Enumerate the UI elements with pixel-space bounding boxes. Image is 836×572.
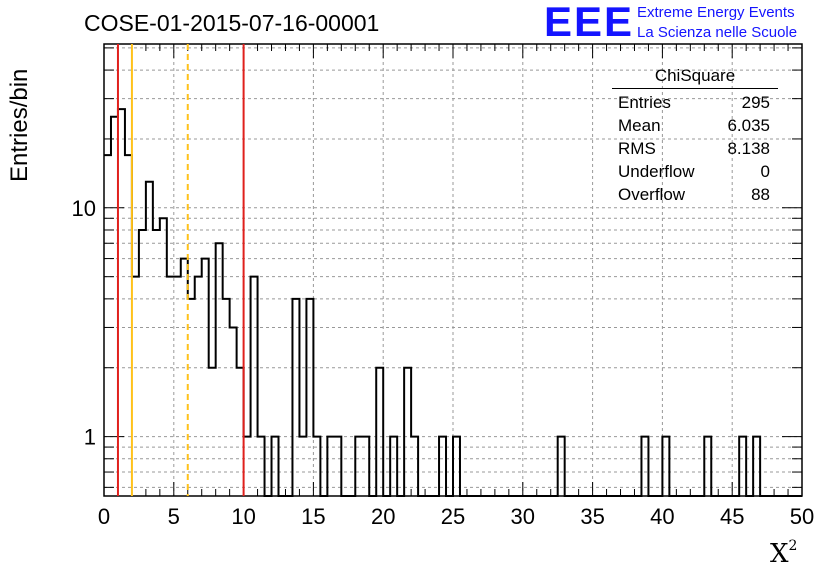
x-tick-label: 15 <box>301 504 325 529</box>
histogram-bin <box>181 259 188 496</box>
histogram-bin <box>390 437 397 496</box>
histogram-bin <box>167 277 174 496</box>
stats-value: 295 <box>741 93 770 112</box>
stats-label: Mean <box>618 116 661 135</box>
histogram-bin <box>104 155 111 496</box>
x-tick-label: 20 <box>371 504 395 529</box>
stats-value: 8.138 <box>727 139 770 158</box>
histogram-bin <box>306 299 313 496</box>
histogram-bin <box>146 182 153 496</box>
histogram-bin <box>174 277 181 496</box>
histogram-bin <box>195 277 202 496</box>
x-tick-label: 35 <box>580 504 604 529</box>
histogram-bin <box>153 230 160 496</box>
x-tick-label: 5 <box>168 504 180 529</box>
stats-box-title: ChiSquare <box>612 66 778 89</box>
histogram-bin <box>251 277 258 496</box>
histogram-bin <box>662 437 669 496</box>
histogram-bin <box>327 437 334 496</box>
histogram-bin <box>376 368 383 496</box>
y-tick-label: 10 <box>72 196 96 221</box>
stats-row-overflow: Overflow 88 <box>612 183 778 206</box>
stats-row-entries: Entries 295 <box>612 91 778 114</box>
stats-row-underflow: Underflow 0 <box>612 160 778 183</box>
y-tick-label: 1 <box>84 425 96 450</box>
stats-row-mean: Mean 6.035 <box>612 114 778 137</box>
histogram-bin <box>258 437 265 496</box>
logo-subtitle-line2: La Scienza nelle Scuole <box>637 24 798 41</box>
histogram-bin <box>230 327 237 496</box>
x-axis-label-superscript: 2 <box>788 538 798 554</box>
histogram-bin <box>753 437 760 496</box>
stats-box: ChiSquare Entries 295 Mean 6.035 RMS 8.1… <box>612 66 778 206</box>
x-axis-label-base: X <box>770 539 789 569</box>
histogram-bin <box>244 437 251 496</box>
histogram-bin <box>453 437 460 496</box>
x-tick-label: 30 <box>511 504 535 529</box>
histogram-bin <box>223 299 230 496</box>
stats-label: Overflow <box>618 185 686 204</box>
run-title: COSE-01-2015-07-16-00001 <box>84 10 380 36</box>
histogram-outline <box>104 108 802 497</box>
histogram-bin <box>118 109 125 496</box>
x-tick-label: 45 <box>720 504 744 529</box>
histogram-bin <box>132 277 139 496</box>
x-axis-label: X2 <box>770 538 797 569</box>
stats-label: Underflow <box>618 162 695 181</box>
histogram-bin <box>404 368 411 496</box>
histogram-bin <box>299 437 306 496</box>
histogram-bin <box>272 437 279 496</box>
histogram-bin <box>160 218 167 496</box>
histogram-bin <box>237 368 244 496</box>
x-tick-label: 10 <box>231 504 255 529</box>
stats-label: Entries <box>618 93 671 112</box>
stats-label: RMS <box>618 139 656 158</box>
histogram-bin <box>313 437 320 496</box>
x-tick-label: 50 <box>790 504 814 529</box>
histogram-bin <box>188 299 195 496</box>
stats-value: 0 <box>760 162 770 181</box>
histogram-bin <box>139 230 146 496</box>
histogram-bin <box>125 155 132 496</box>
histogram-bin <box>292 299 299 496</box>
histogram-bin <box>704 437 711 496</box>
histogram-bin <box>111 117 118 496</box>
logo-subtitle-line1: Extreme Energy Events <box>637 4 795 21</box>
histogram-bin <box>216 243 223 496</box>
stats-row-rms: RMS 8.138 <box>612 137 778 160</box>
histogram-bin <box>209 368 216 496</box>
histogram-bin <box>202 259 209 496</box>
eee-logo: EEE <box>544 0 635 45</box>
x-tick-label: 25 <box>441 504 465 529</box>
histogram-bin <box>334 437 341 496</box>
histogram-bin <box>411 437 418 496</box>
x-tick-label: 0 <box>98 504 110 529</box>
histogram-bin <box>355 437 362 496</box>
histogram-bin <box>739 437 746 496</box>
histogram-bin <box>558 437 565 496</box>
histogram-bin <box>641 437 648 496</box>
x-tick-label: 40 <box>650 504 674 529</box>
histogram-bin <box>439 437 446 496</box>
histogram-bin <box>362 437 369 496</box>
stats-value: 6.035 <box>727 116 770 135</box>
y-axis-label: Entries/bin <box>6 68 33 182</box>
stats-value: 88 <box>751 185 770 204</box>
